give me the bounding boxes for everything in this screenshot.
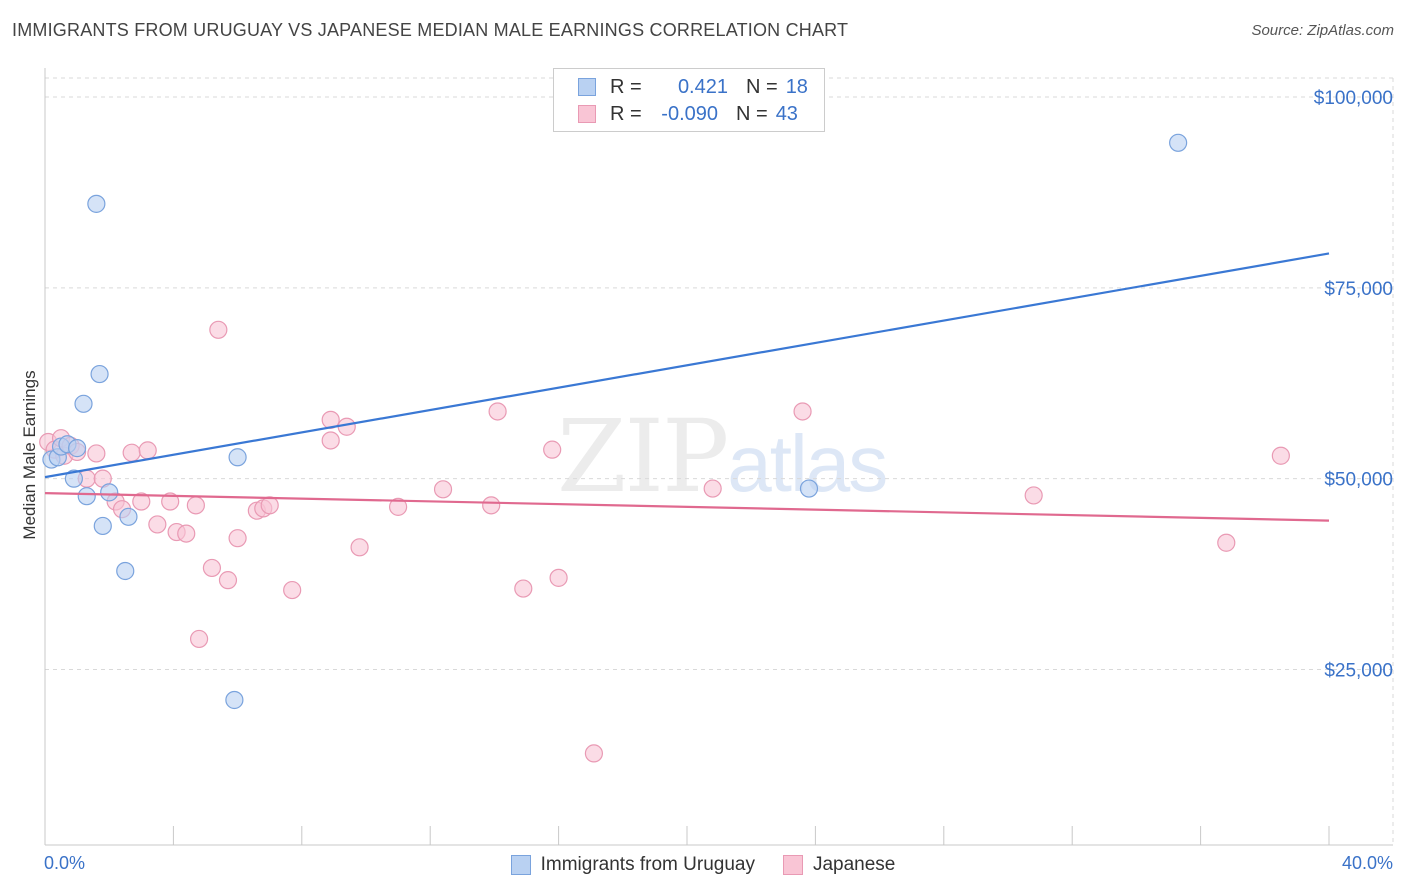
legend-row-japanese: R = -0.090 N = 43 xyxy=(578,102,798,126)
legend-r-value-uruguay: 0.421 xyxy=(677,75,728,98)
legend-r-label: R = xyxy=(610,102,642,125)
point-uruguay xyxy=(90,364,109,384)
y-tick-label: $75,000 xyxy=(1324,279,1393,300)
point-japanese xyxy=(87,444,106,463)
series-legend-japanese[interactable]: Japanese xyxy=(782,854,896,876)
point-uruguay xyxy=(228,448,247,467)
y-tick-label: $50,000 xyxy=(1324,470,1393,491)
legend-row-uruguay: R = 0.421 N = 18 xyxy=(578,75,808,99)
point-japanese xyxy=(1271,446,1290,465)
point-japanese xyxy=(703,479,722,498)
point-japanese xyxy=(218,571,238,590)
series-swatch-uruguay xyxy=(510,855,531,875)
point-japanese xyxy=(177,524,196,543)
point-japanese xyxy=(228,529,247,548)
point-japanese xyxy=(202,558,222,578)
legend-n-label: N = xyxy=(736,102,768,125)
y-axis-label: Median Male Earnings xyxy=(20,370,39,540)
point-japanese xyxy=(549,568,568,587)
x-tick-label: 40.0% xyxy=(1342,853,1393,873)
point-uruguay xyxy=(225,690,244,710)
point-japanese xyxy=(488,402,507,421)
point-japanese xyxy=(1024,486,1043,505)
point-uruguay xyxy=(74,394,93,413)
zipatlas-watermark: ZIPatlas xyxy=(557,398,888,515)
legend-swatch-uruguay xyxy=(578,78,596,96)
legend-r-label: R = xyxy=(610,75,642,98)
point-japanese xyxy=(321,431,340,450)
series-label-uruguay: Immigrants from Uruguay xyxy=(540,854,755,875)
legend-swatch-japanese xyxy=(578,105,596,123)
point-japanese xyxy=(161,492,180,511)
point-uruguay xyxy=(119,507,138,526)
legend-n-value-uruguay: 18 xyxy=(785,75,808,98)
point-japanese xyxy=(189,629,209,649)
point-uruguay xyxy=(799,479,819,498)
point-uruguay xyxy=(77,487,96,506)
point-uruguay xyxy=(100,483,119,502)
point-japanese xyxy=(132,492,151,511)
point-uruguay xyxy=(116,561,135,581)
legend-n-value-japanese: 43 xyxy=(775,102,798,125)
x-tick-label: 0.0% xyxy=(44,853,85,873)
point-japanese xyxy=(389,497,408,516)
point-japanese xyxy=(209,320,228,339)
point-japanese xyxy=(543,440,562,459)
point-japanese xyxy=(482,496,501,515)
point-japanese xyxy=(1217,533,1236,552)
series-swatch-japanese xyxy=(782,855,803,875)
y-tick-label: $25,000 xyxy=(1324,660,1393,681)
point-japanese xyxy=(514,579,533,598)
point-uruguay xyxy=(93,516,112,536)
source-label: Source: ZipAtlas.com xyxy=(1251,22,1394,39)
point-uruguay xyxy=(64,469,83,488)
point-japanese xyxy=(283,580,302,600)
point-japanese xyxy=(138,441,157,460)
series-legend-uruguay[interactable]: Immigrants from Uruguay xyxy=(510,854,755,876)
point-japanese xyxy=(350,538,369,557)
trend-line-uruguay xyxy=(44,252,1330,479)
legend-r-value-japanese: -0.090 xyxy=(661,102,718,125)
point-japanese xyxy=(433,480,453,499)
series-label-japanese: Japanese xyxy=(812,854,896,875)
point-uruguay xyxy=(87,194,106,213)
trend-line-japanese xyxy=(44,492,1330,522)
point-japanese xyxy=(122,443,141,462)
point-uruguay xyxy=(67,439,87,458)
legend-n-label: N = xyxy=(746,75,778,98)
correlation-legend: R = 0.421 N = 18 R = -0.090 N = 43 xyxy=(553,68,825,132)
series-legend: Immigrants from Uruguay Japanese xyxy=(0,852,1406,878)
watermark-zip: ZIP xyxy=(557,398,729,515)
chart-title: IMMIGRANTS FROM URUGUAY VS JAPANESE MEDI… xyxy=(12,20,849,40)
point-uruguay xyxy=(1169,133,1188,152)
point-japanese xyxy=(793,402,812,421)
point-japanese xyxy=(337,417,356,436)
point-japanese xyxy=(260,496,279,515)
point-japanese xyxy=(148,515,167,534)
point-japanese xyxy=(186,496,205,515)
point-japanese xyxy=(584,744,604,763)
y-tick-label: $100,000 xyxy=(1314,88,1393,109)
